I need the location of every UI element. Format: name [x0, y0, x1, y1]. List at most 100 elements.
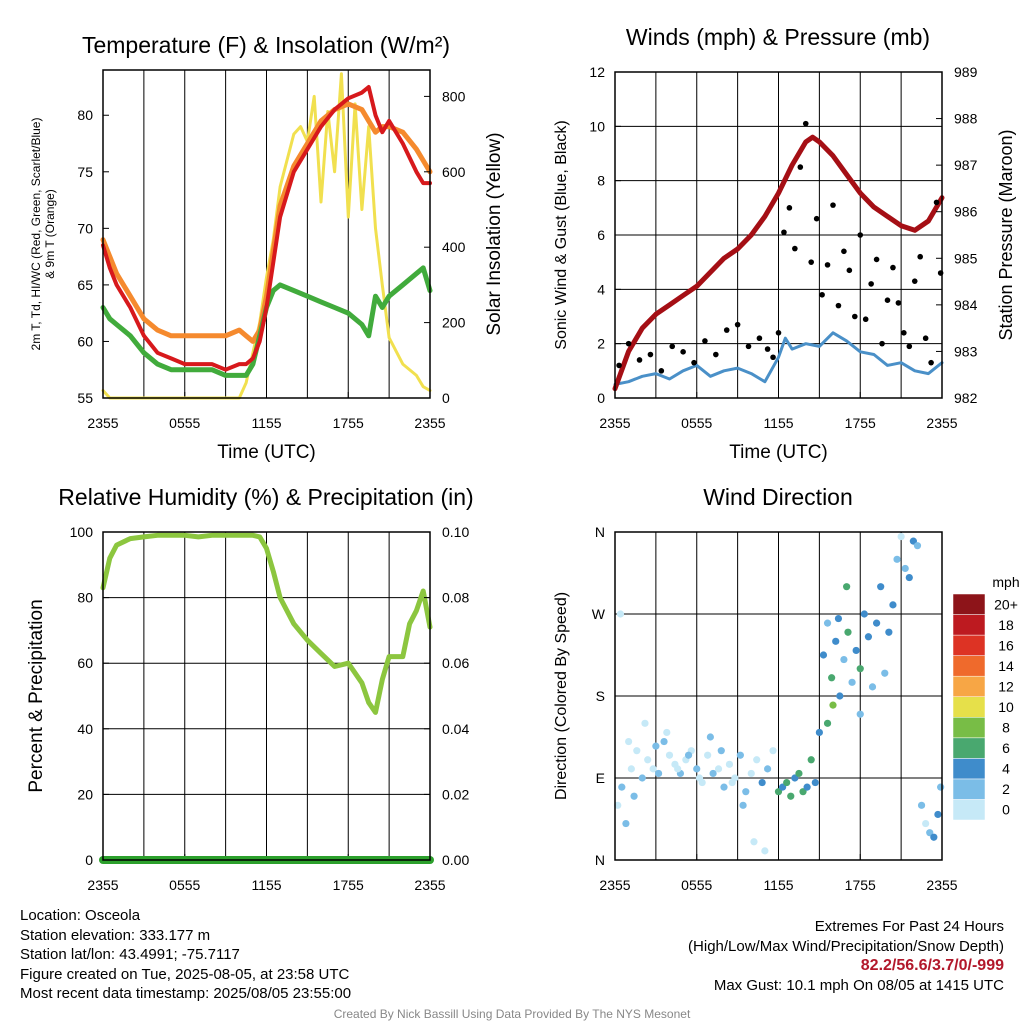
direction-point: [856, 710, 864, 718]
direction-point: [753, 756, 761, 764]
x-tick-label: 0555: [681, 877, 712, 893]
y-tick-label: 8: [597, 173, 605, 189]
direction-point: [736, 751, 744, 759]
legend-swatch: [952, 655, 986, 677]
y-tick-label: N: [595, 852, 605, 868]
direction-point: [783, 778, 791, 787]
legend-title: mph: [992, 574, 1019, 590]
x-tick-label: 2355: [599, 415, 630, 431]
direction-point: [834, 614, 843, 623]
y-tick-label: 20: [77, 786, 93, 802]
y-tick-label-right: 0.00: [442, 852, 469, 868]
gust-point: [830, 202, 836, 208]
legend-label: 16: [998, 637, 1014, 653]
direction-point: [829, 701, 837, 709]
legend-label: 6: [1002, 740, 1010, 756]
gust-point: [734, 321, 741, 328]
gust-point: [917, 253, 923, 260]
gust-point: [879, 340, 885, 347]
gust-point: [616, 362, 622, 369]
legend-swatch: [952, 737, 986, 759]
y-tick-label: 12: [589, 64, 605, 80]
gust-point: [797, 164, 804, 170]
x-tick-label: 2355: [926, 415, 957, 431]
gust-point: [745, 343, 752, 350]
gust-point: [792, 245, 798, 252]
latlon-line: Station lat/lon: 43.4991; -75.7117: [20, 946, 240, 963]
plot-border: [614, 71, 943, 399]
y-tick-label: 10: [589, 118, 605, 134]
y-axis-label-right: Station Pressure (Maroon): [996, 129, 1016, 340]
gust-point: [824, 262, 831, 268]
y-tick-label: 60: [77, 333, 93, 349]
direction-point: [807, 756, 815, 764]
series-2m-temp-line: [101, 85, 432, 372]
y-tick-label: N: [595, 524, 605, 540]
direction-point: [761, 847, 769, 855]
x-tick-label: 1755: [333, 877, 364, 893]
x-tick-label: 2355: [87, 877, 118, 893]
y-axis-label-left-2: & 9m T (Orange): [43, 189, 57, 279]
direction-point: [625, 737, 633, 746]
direction-point: [832, 637, 840, 645]
direction-point: [885, 628, 893, 636]
direction-point: [930, 833, 938, 841]
x-tick-label: 1155: [763, 415, 793, 431]
y-tick-label-right: 0.08: [442, 590, 469, 606]
direction-point: [897, 532, 905, 541]
direction-point: [663, 728, 671, 737]
series-wind-line: [613, 331, 944, 386]
direction-point: [649, 765, 657, 773]
gust-point: [928, 359, 934, 366]
direction-point: [638, 774, 646, 782]
legend-swatch: [952, 614, 986, 636]
legend-label: 10: [998, 699, 1014, 715]
y-axis-label-left: 2m T, Td, HI/WC (Red, Green, Scarlet/Blu…: [29, 118, 43, 351]
legend-label: 18: [998, 617, 1014, 633]
chart-title: Relative Humidity (%) & Precipitation (i…: [58, 484, 473, 510]
direction-point: [843, 583, 851, 591]
direction-point: [717, 747, 725, 755]
created-line: Figure created on Tue, 2025-08-05, at 23…: [20, 965, 350, 983]
direction-point: [905, 573, 913, 582]
x-tick-label: 0555: [169, 877, 200, 893]
legend-label: 0: [1002, 802, 1010, 818]
direction-point: [742, 788, 750, 796]
direction-point: [758, 778, 766, 787]
gust-point: [669, 343, 676, 350]
x-tick-label: 2355: [414, 415, 445, 431]
x-tick-label: 2355: [926, 877, 957, 893]
direction-point: [860, 610, 868, 618]
y-tick-label-right: 0: [442, 390, 450, 406]
y-tick-label: 4: [597, 281, 605, 297]
legend-swatch: [952, 778, 986, 800]
timestamp-line: Most recent data timestamp: 2025/08/05 2…: [20, 985, 352, 1002]
direction-point: [868, 683, 877, 691]
y-tick-label: 80: [77, 590, 93, 606]
direction-point: [644, 756, 652, 764]
y-tick-label: 40: [77, 721, 93, 737]
y-tick-label: E: [596, 770, 605, 786]
chart-title: Winds (mph) & Pressure (mb): [626, 24, 930, 50]
gust-point: [713, 351, 719, 358]
direction-point: [652, 742, 660, 750]
gust-point: [841, 248, 847, 255]
max-gust-line: Max Gust: 10.1 mph On 08/05 at 1415 UTC: [713, 976, 1004, 994]
y-tick-label-right: 600: [442, 164, 466, 180]
gust-point: [884, 297, 891, 304]
direction-point: [881, 669, 889, 677]
direction-point: [864, 633, 873, 641]
legend-label: 8: [1002, 720, 1010, 736]
gust-point: [808, 259, 814, 265]
legend-swatch: [952, 696, 986, 718]
x-axis-label: Time (UTC): [217, 442, 316, 463]
y-tick-label-right: 0.04: [442, 721, 469, 737]
direction-point: [934, 810, 942, 819]
y-tick-label: W: [592, 606, 606, 622]
x-axis-label: Time (UTC): [729, 442, 828, 463]
direction-point: [877, 583, 885, 591]
direction-point: [819, 651, 828, 659]
direction-point: [844, 628, 852, 636]
gust-point: [813, 215, 820, 222]
